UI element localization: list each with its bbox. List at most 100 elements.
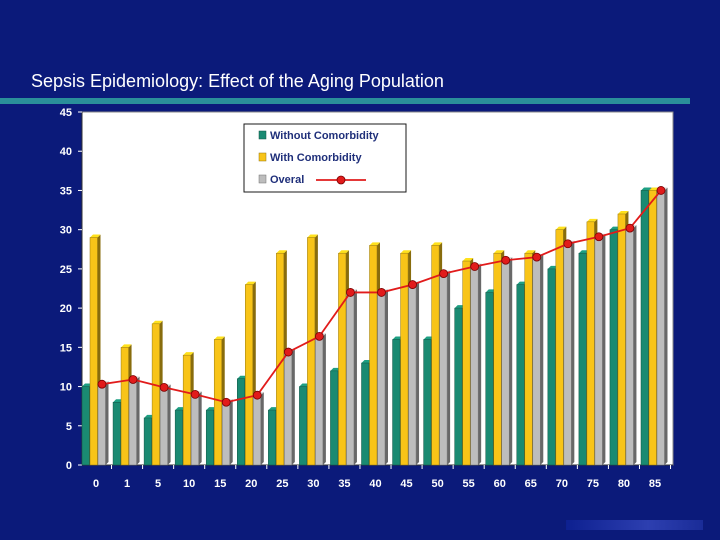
- x-tick-label: 1: [124, 478, 130, 490]
- bar-side: [571, 240, 575, 465]
- overal-point: [501, 255, 511, 265]
- bar-front: [205, 409, 214, 466]
- legend-swatch: [258, 174, 267, 184]
- bar-overal: [190, 391, 202, 466]
- bar-front: [392, 339, 401, 466]
- bar-overal: [656, 187, 668, 466]
- x-tick-label: 60: [494, 478, 506, 490]
- y-tick-label: 30: [60, 225, 72, 237]
- bar-front: [501, 260, 510, 466]
- bar-front: [120, 347, 129, 466]
- y-tick-label: 20: [60, 303, 72, 315]
- bar-overal: [346, 289, 357, 466]
- bar-overal: [221, 399, 233, 466]
- bar-front: [330, 370, 339, 466]
- overal-point: [97, 379, 107, 389]
- bar-top: [400, 250, 412, 254]
- bar-top: [493, 250, 505, 254]
- bar-front: [594, 236, 603, 466]
- overal-point: [594, 232, 604, 242]
- bar-side: [167, 384, 171, 465]
- bar-overal: [315, 333, 326, 466]
- bar-front: [431, 245, 440, 466]
- bar-top: [276, 250, 287, 254]
- bar-front: [377, 292, 386, 466]
- x-tick-label: 20: [245, 478, 257, 490]
- legend-label: Without Comorbidity: [270, 130, 380, 142]
- x-tick-label: 80: [618, 478, 630, 490]
- bar-front: [253, 394, 262, 466]
- overal-point: [625, 223, 635, 233]
- bar-front: [555, 229, 564, 466]
- bar-front: [307, 237, 316, 466]
- bar-front: [609, 229, 618, 466]
- x-tick-label: 35: [338, 478, 350, 490]
- bar-top: [524, 250, 536, 254]
- bar-top: [183, 352, 194, 356]
- bar-front: [190, 394, 199, 466]
- bar-side: [540, 254, 544, 465]
- bar-front: [524, 252, 533, 466]
- bar-front: [268, 409, 277, 466]
- overal-point: [159, 382, 169, 392]
- bar-front: [408, 284, 417, 466]
- bar-side: [353, 289, 357, 465]
- bar-side: [664, 187, 668, 465]
- bar-side: [291, 349, 295, 465]
- bar-front: [563, 243, 572, 466]
- bar-top: [431, 242, 443, 246]
- bar-overal: [625, 225, 637, 466]
- y-tick-label: 5: [66, 421, 72, 433]
- x-tick-label: 70: [556, 478, 568, 490]
- x-tick-label: 50: [431, 478, 443, 490]
- legend-swatch: [258, 152, 267, 162]
- x-tick-label: 40: [369, 478, 381, 490]
- bar-front: [346, 292, 355, 466]
- y-tick-label: 35: [60, 185, 72, 197]
- bar-front: [89, 237, 98, 466]
- bar-side: [416, 281, 420, 465]
- y-tick-label: 25: [60, 264, 72, 276]
- bar-overal: [128, 376, 140, 466]
- bar-front: [284, 351, 293, 466]
- bar-side: [602, 233, 606, 465]
- bar-front: [174, 409, 183, 466]
- bar-top: [617, 210, 629, 214]
- bar-top: [90, 234, 101, 238]
- x-tick-label: 65: [525, 478, 537, 490]
- overal-point: [252, 390, 262, 400]
- bar-front: [516, 284, 525, 466]
- legend-label: With Comorbidity: [270, 152, 362, 164]
- y-tick-label: 10: [60, 382, 72, 394]
- bar-top: [369, 242, 380, 246]
- legend-marker: [336, 175, 346, 185]
- bar-front: [338, 252, 347, 466]
- bar-side: [478, 263, 482, 465]
- bar-front: [462, 260, 471, 466]
- bar-front: [578, 252, 587, 466]
- bar-front: [547, 268, 556, 466]
- bar-side: [322, 333, 326, 465]
- x-tick-label: 55: [463, 478, 475, 490]
- bar-side: [260, 392, 264, 465]
- bar-overal: [377, 289, 388, 466]
- bar-front: [128, 379, 137, 466]
- bar-side: [385, 289, 388, 465]
- bar-front: [315, 336, 324, 466]
- overal-point: [532, 252, 542, 262]
- legend-swatch: [258, 130, 267, 140]
- bar-front: [493, 252, 502, 466]
- bar-front: [656, 190, 665, 466]
- bar-front: [151, 323, 160, 466]
- y-tick-label: 40: [60, 146, 72, 158]
- overal-point: [470, 262, 480, 271]
- bar-front: [454, 307, 463, 466]
- bar-front: [112, 401, 121, 466]
- bar-front: [617, 213, 626, 466]
- overal-point: [190, 389, 200, 399]
- bar-top: [121, 344, 132, 348]
- y-tick-label: 0: [66, 460, 72, 472]
- x-tick-label: 10: [183, 478, 195, 490]
- bar-front: [97, 383, 106, 466]
